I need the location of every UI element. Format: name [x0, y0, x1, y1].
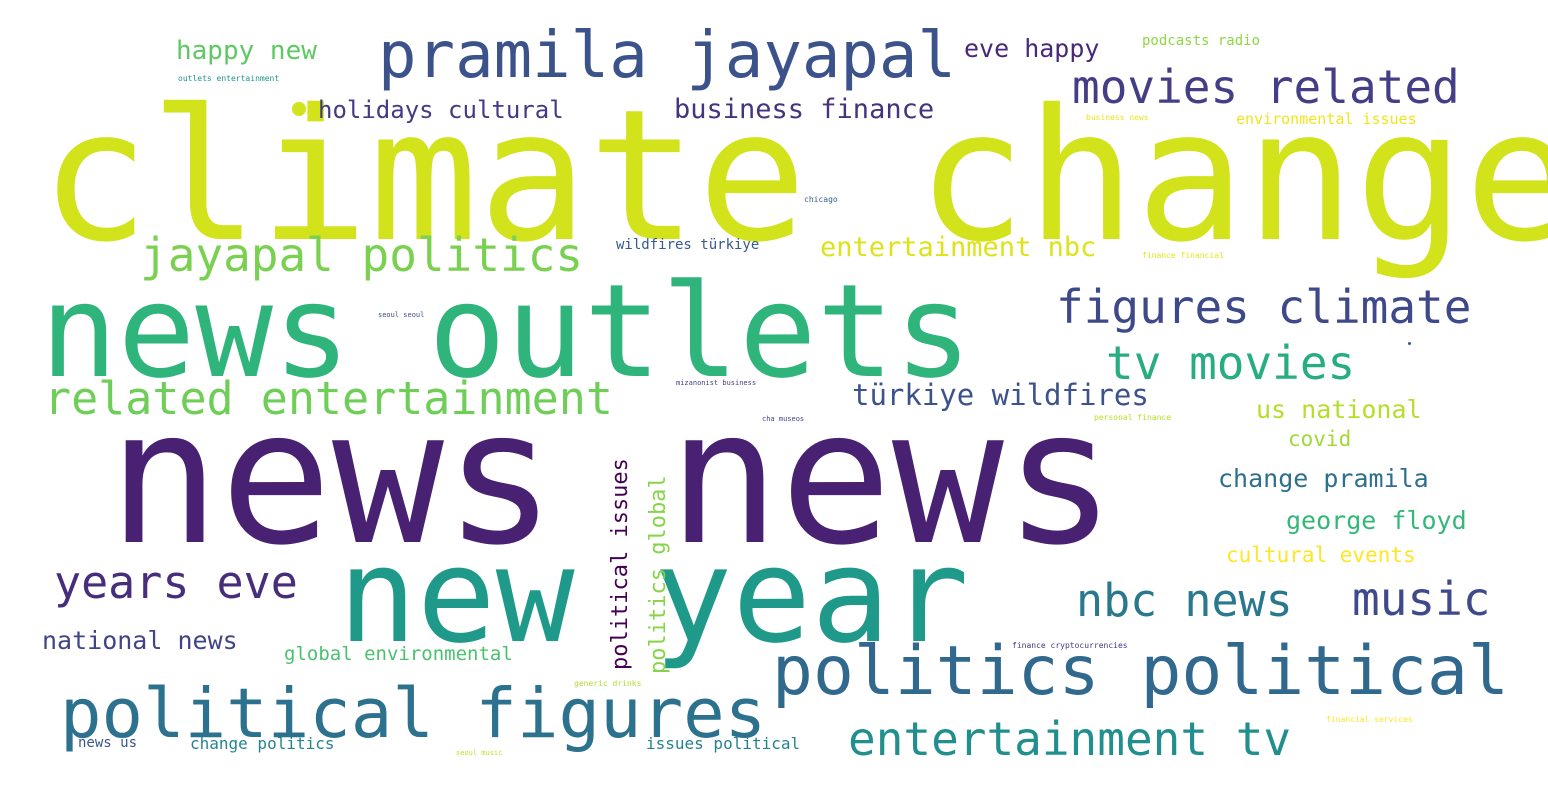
word: climate change	[40, 70, 1548, 282]
word: cultural events	[1226, 543, 1416, 567]
word: jayapal politics	[140, 228, 584, 282]
word: türkiye wildfires	[852, 378, 1149, 412]
word: issues political	[646, 734, 801, 753]
word: seoul seoul	[378, 311, 425, 319]
word: news us	[78, 735, 138, 751]
word: figures climate	[1056, 280, 1472, 334]
word: pramila jayapal	[378, 19, 956, 93]
word: holidays cultural	[318, 96, 564, 124]
word: change pramila	[1218, 464, 1429, 493]
word: movies related	[1072, 60, 1460, 114]
word: podcasts radio	[1142, 33, 1261, 49]
word: mizanonist business	[676, 379, 757, 387]
word: us national	[1256, 395, 1422, 424]
word: years eve	[54, 556, 298, 609]
word: covid	[1288, 427, 1352, 451]
word: politics political	[772, 632, 1509, 711]
word: personal finance	[1094, 413, 1172, 422]
word: nbc news	[1076, 574, 1293, 627]
word: business news	[1086, 113, 1149, 122]
word: political issues	[608, 458, 633, 670]
word: business finance	[674, 94, 935, 125]
word: politics global	[646, 475, 671, 674]
word: news outlets	[40, 257, 972, 407]
word: seoul music	[456, 749, 503, 757]
word: cha museos	[762, 415, 805, 423]
dot-mark	[1408, 342, 1411, 345]
word: music	[1352, 572, 1491, 626]
word: tv movies	[1106, 336, 1356, 390]
word: financial services	[1326, 715, 1413, 724]
word: national news	[42, 626, 238, 655]
dot-mark	[292, 102, 306, 116]
word: entertainment nbc	[820, 232, 1097, 263]
word: entertainment tv	[848, 712, 1292, 766]
word: happy new	[176, 36, 317, 66]
word: change politics	[190, 734, 335, 753]
word: environmental issues	[1236, 110, 1417, 128]
word: global environmental	[284, 643, 513, 665]
word: outlets entertainment	[178, 74, 280, 83]
word: new year	[338, 519, 969, 672]
word: eve happy	[964, 34, 1100, 63]
word: george floyd	[1286, 506, 1467, 535]
word: political figures	[60, 674, 767, 754]
word: chicago	[804, 195, 838, 204]
word: finance financial	[1142, 251, 1224, 260]
word: news news	[108, 369, 1116, 586]
word: finance cryptocurrencies	[1012, 641, 1128, 650]
word: wildfires türkiye	[616, 237, 760, 253]
word: generic drinks	[574, 679, 642, 688]
word: related entertainment	[44, 372, 613, 425]
